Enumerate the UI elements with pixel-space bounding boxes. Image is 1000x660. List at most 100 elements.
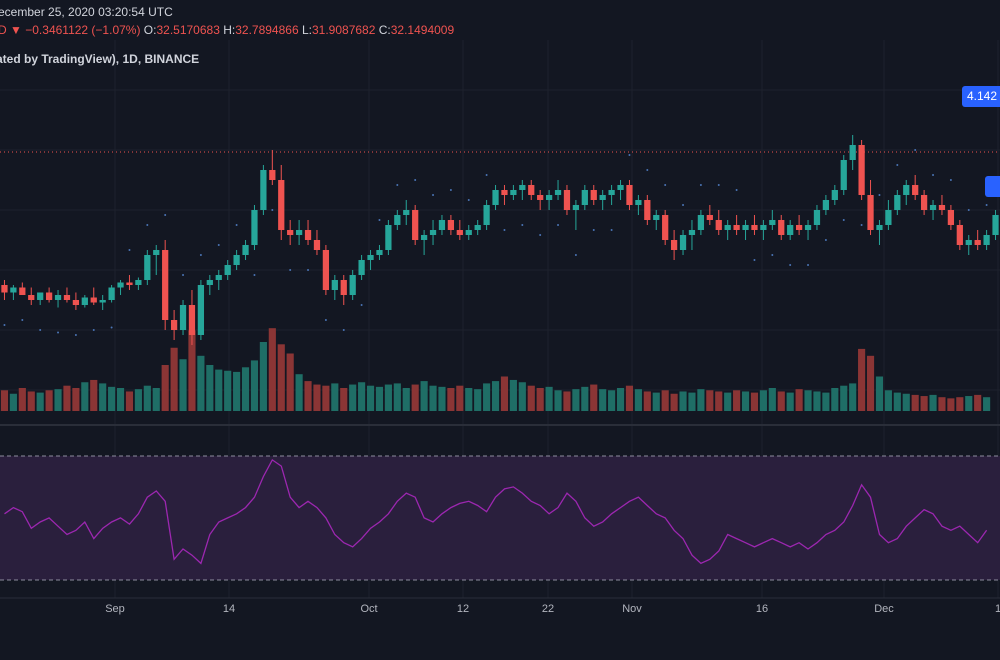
volume-bar bbox=[224, 370, 232, 411]
candle bbox=[670, 230, 678, 260]
sar-dot bbox=[878, 194, 881, 196]
candle bbox=[153, 245, 160, 275]
candle bbox=[295, 220, 303, 245]
open-value: 32.5170683 bbox=[156, 23, 220, 37]
candle-body bbox=[572, 205, 580, 210]
volume-bar bbox=[313, 384, 321, 411]
candle-body bbox=[28, 295, 35, 300]
candle-body bbox=[394, 215, 401, 225]
candle-body bbox=[974, 240, 981, 245]
sar-dot bbox=[699, 184, 702, 186]
sar-dot bbox=[199, 254, 202, 256]
x-tick-label: 12 bbox=[456, 603, 470, 615]
candle bbox=[715, 210, 722, 235]
candle bbox=[117, 280, 124, 295]
candle-body bbox=[456, 230, 463, 235]
candle-body bbox=[403, 210, 410, 215]
candle bbox=[965, 235, 972, 255]
candle bbox=[903, 180, 910, 205]
volume-bar bbox=[375, 386, 384, 411]
volume-bar bbox=[616, 388, 625, 411]
volume-bar bbox=[99, 383, 107, 411]
sar-dot bbox=[717, 184, 720, 186]
volume-bar bbox=[929, 394, 937, 411]
candle bbox=[501, 185, 508, 205]
volume-bar bbox=[715, 391, 723, 411]
volume-bar bbox=[295, 374, 303, 411]
candle bbox=[72, 292, 80, 310]
candle bbox=[938, 195, 946, 215]
sar-dot bbox=[449, 189, 452, 191]
change-value: −0.3461122 (−1.07%) bbox=[25, 23, 141, 37]
candle bbox=[1, 280, 8, 300]
candle bbox=[394, 210, 401, 230]
candle-body bbox=[99, 300, 106, 303]
candle bbox=[90, 287, 97, 305]
candle bbox=[787, 220, 794, 240]
volume-bar bbox=[170, 347, 178, 411]
volume-bar bbox=[554, 390, 562, 411]
candle-body bbox=[537, 195, 544, 200]
candle bbox=[992, 210, 999, 240]
candle bbox=[260, 165, 267, 215]
candle bbox=[224, 260, 231, 280]
candle-body bbox=[724, 225, 731, 230]
candle bbox=[251, 205, 258, 250]
volume-bar bbox=[54, 389, 62, 411]
candle bbox=[751, 215, 758, 235]
change-arrow-icon: ▼ bbox=[10, 23, 22, 37]
candle-body bbox=[269, 170, 276, 180]
sar-dot bbox=[378, 219, 381, 221]
sar-dot bbox=[289, 269, 292, 271]
volume-bar bbox=[447, 388, 455, 411]
volume-bar bbox=[483, 383, 491, 411]
candle-body bbox=[63, 295, 71, 300]
candle-body bbox=[492, 190, 499, 205]
candle bbox=[519, 180, 526, 200]
sar-dot bbox=[503, 229, 506, 231]
volume-bar bbox=[429, 385, 437, 411]
volume-bar bbox=[697, 389, 705, 411]
candle bbox=[429, 220, 437, 245]
sar-dot bbox=[3, 324, 6, 326]
candle bbox=[403, 200, 410, 225]
volume-bar bbox=[45, 390, 53, 411]
candle bbox=[724, 220, 731, 240]
candle bbox=[679, 230, 687, 255]
candle bbox=[28, 287, 35, 305]
candle bbox=[688, 220, 696, 250]
candle-body bbox=[45, 292, 53, 300]
volume-bar bbox=[849, 383, 857, 411]
candle-body bbox=[19, 287, 26, 295]
candle bbox=[608, 185, 615, 205]
candle bbox=[653, 210, 660, 230]
sar-dot bbox=[860, 224, 863, 226]
candle bbox=[760, 220, 767, 240]
candle-body bbox=[733, 225, 740, 230]
candle bbox=[563, 185, 571, 215]
datetime-text: ecember 25, 2020 03:20:54 UTC bbox=[0, 5, 173, 19]
sar-dot bbox=[235, 224, 238, 226]
volume-bar bbox=[491, 381, 500, 411]
sar-dot bbox=[414, 179, 417, 181]
volume-bar bbox=[9, 393, 17, 411]
candle bbox=[983, 230, 990, 250]
candle-body bbox=[197, 285, 205, 335]
candle-body bbox=[519, 185, 526, 190]
candle bbox=[920, 190, 928, 215]
volume-bar bbox=[509, 379, 517, 411]
x-tick-label: 14 bbox=[222, 603, 236, 615]
candle bbox=[54, 290, 62, 308]
candle bbox=[206, 275, 213, 295]
candle bbox=[278, 165, 285, 240]
low-label: L: bbox=[301, 23, 312, 37]
sar-dot bbox=[146, 224, 149, 226]
candle bbox=[456, 220, 463, 240]
volume-bar bbox=[875, 376, 884, 411]
candle-body bbox=[867, 195, 874, 230]
candle bbox=[99, 295, 106, 310]
candle-body bbox=[429, 230, 437, 235]
sar-dot bbox=[432, 194, 435, 196]
candle bbox=[170, 310, 178, 340]
